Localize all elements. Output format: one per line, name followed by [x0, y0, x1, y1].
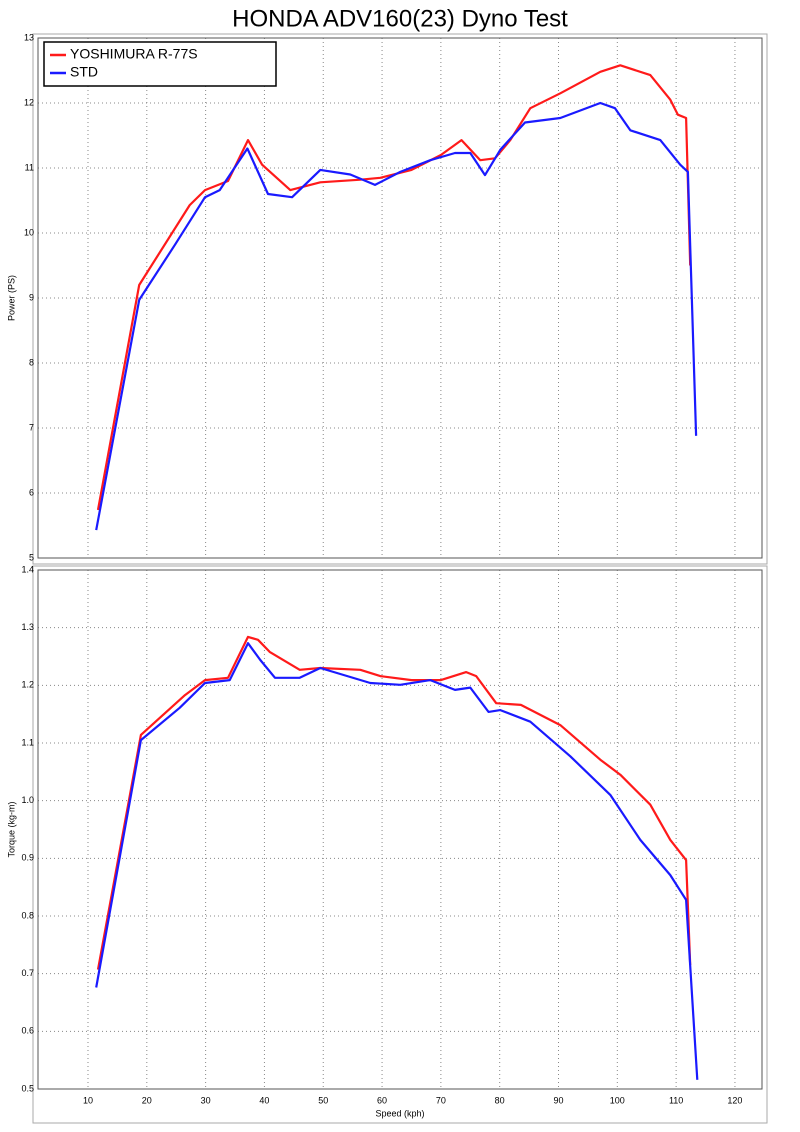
y-tick-label: 0.8 — [21, 910, 34, 920]
y-tick-label: 7 — [29, 422, 34, 432]
line-series — [95, 101, 698, 531]
y-axis-label: Power (PS) — [6, 275, 16, 321]
x-tick-label: 90 — [553, 1095, 563, 1105]
y-tick-label: 12 — [24, 97, 34, 107]
y-tick-label: 1.0 — [21, 795, 34, 805]
y-tick-label: 0.5 — [21, 1083, 34, 1093]
y-axis-label: Torque (kg-m) — [6, 801, 16, 857]
panel-background — [32, 33, 768, 565]
y-tick-label: 6 — [29, 487, 34, 497]
y-tick-label: 0.9 — [21, 853, 34, 863]
plot-frame — [37, 569, 763, 1090]
panel-background — [32, 565, 768, 1124]
x-axis-label: Speed (kph) — [375, 1108, 424, 1118]
x-tick-label: 20 — [142, 1095, 152, 1105]
y-tick-label: 1.4 — [21, 564, 34, 574]
y-tick-label: 5 — [29, 552, 34, 562]
y-tick-label: 0.6 — [21, 1026, 34, 1036]
y-tick-label: 1.1 — [21, 737, 34, 747]
y-tick-label: 1.3 — [21, 622, 34, 632]
x-tick-label: 80 — [495, 1095, 505, 1105]
x-tick-label: 100 — [610, 1095, 625, 1105]
x-tick-label: 70 — [436, 1095, 446, 1105]
x-tick-label: 50 — [318, 1095, 328, 1105]
x-tick-label: 10 — [83, 1095, 93, 1105]
x-tick-label: 40 — [259, 1095, 269, 1105]
legend-label: YOSHIMURA R-77S — [70, 46, 198, 62]
legend-box — [43, 41, 277, 87]
plot-frame — [37, 37, 763, 559]
y-tick-label: 8 — [29, 357, 34, 367]
line-series — [96, 635, 692, 970]
y-tick-label: 11 — [25, 162, 34, 172]
y-tick-label: 9 — [29, 292, 34, 302]
y-tick-label: 0.7 — [21, 968, 34, 978]
x-tick-label: 120 — [727, 1095, 742, 1105]
x-tick-label: 60 — [377, 1095, 387, 1105]
y-tick-label: 13 — [24, 32, 34, 42]
chart-title: HONDA ADV160(23) Dyno Test — [232, 5, 568, 32]
line-series — [95, 642, 699, 1080]
y-tick-label: 10 — [24, 227, 34, 237]
x-tick-label: 30 — [201, 1095, 211, 1105]
legend-label: STD — [70, 64, 98, 80]
x-tick-label: 110 — [669, 1095, 683, 1105]
y-tick-label: 1.2 — [21, 680, 34, 690]
